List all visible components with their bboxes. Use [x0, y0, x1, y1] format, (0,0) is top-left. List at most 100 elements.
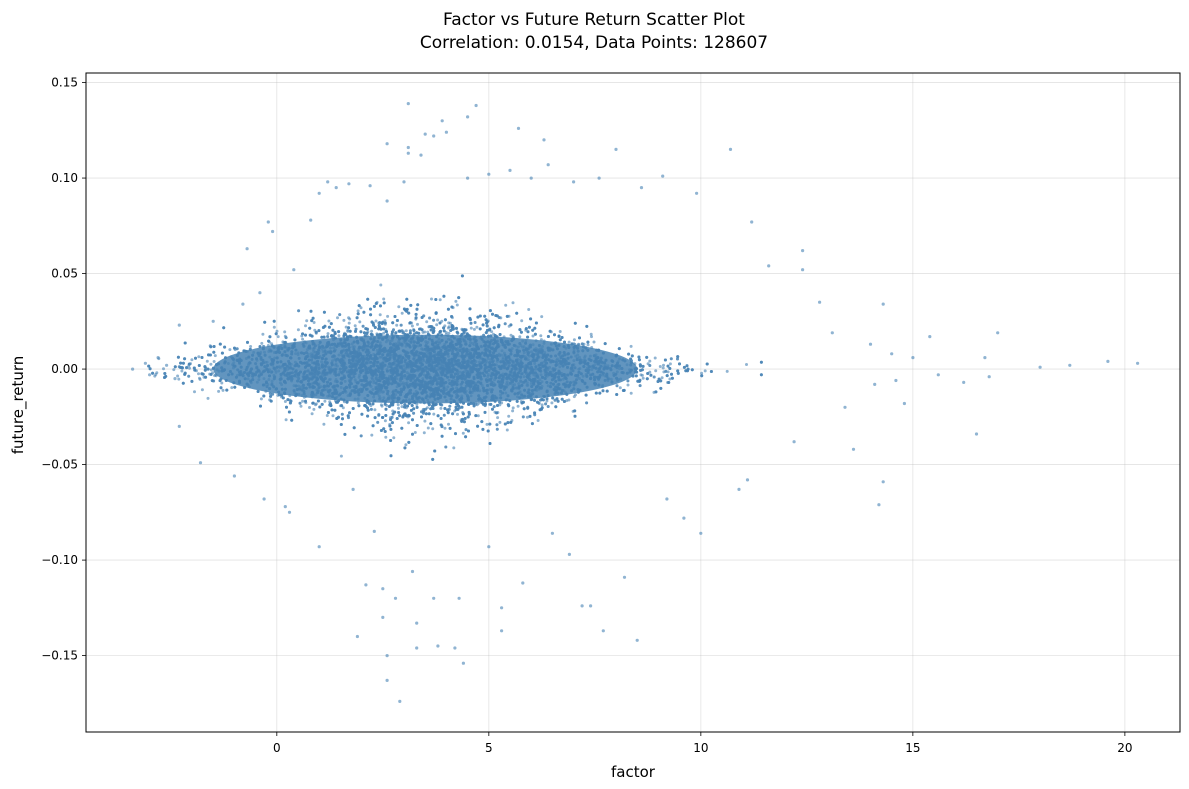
- scatter-point: [382, 297, 386, 301]
- scatter-point: [700, 371, 704, 375]
- scatter-point: [426, 426, 430, 430]
- scatter-point: [666, 370, 670, 374]
- scatter-point: [386, 314, 390, 318]
- scatter-point: [539, 334, 543, 338]
- scatter-point: [422, 431, 426, 435]
- scatter-point: [540, 403, 544, 407]
- scatter-point: [400, 405, 404, 409]
- scatter-point: [536, 419, 540, 422]
- scatter-point: [438, 298, 442, 302]
- scatter-point: [572, 395, 576, 399]
- scatter-point: [590, 335, 593, 339]
- scatter-point: [249, 345, 253, 348]
- scatter-point: [206, 396, 210, 400]
- scatter-point: [296, 328, 300, 332]
- scatter-point: [498, 420, 502, 424]
- scatter-point: [455, 303, 459, 307]
- scatter-point: [661, 366, 665, 370]
- chart-title-line2: Correlation: 0.0154, Data Points: 128607: [420, 33, 768, 53]
- scatter-point: [220, 381, 224, 385]
- scatter-point: [276, 335, 280, 339]
- scatter-point: [347, 316, 351, 320]
- scatter-point: [629, 391, 633, 395]
- scatter-point: [261, 332, 265, 336]
- scatter-point: [356, 309, 360, 313]
- scatter-point: [461, 431, 465, 435]
- scatter-point: [228, 348, 232, 352]
- scatter-point: [359, 306, 363, 310]
- scatter-point: [283, 330, 287, 334]
- scatter-point: [284, 418, 288, 422]
- scatter-point: [396, 403, 400, 407]
- scatter-point: [370, 433, 374, 437]
- scatter-point: [410, 324, 414, 328]
- scatter-point: [518, 335, 522, 339]
- scatter-point: [545, 399, 549, 403]
- scatter-point: [586, 343, 590, 347]
- scatter-point: [172, 368, 176, 372]
- scatter-point: [308, 406, 311, 409]
- scatter-points: [131, 102, 1140, 704]
- scatter-point: [589, 332, 593, 336]
- scatter-point: [162, 367, 165, 371]
- scatter-point: [436, 318, 440, 322]
- scatter-point: [505, 428, 509, 432]
- scatter-point: [259, 397, 263, 401]
- scatter-point: [374, 319, 378, 323]
- scatter-point: [511, 301, 515, 305]
- scatter-point: [312, 407, 316, 411]
- scatter-point: [511, 406, 515, 410]
- scatter-point: [322, 422, 326, 426]
- scatter-point: [660, 376, 664, 380]
- scatter-point: [190, 358, 194, 362]
- scatter-point: [197, 372, 200, 376]
- scatter-point: [447, 422, 450, 426]
- scatter-point: [496, 416, 500, 420]
- scatter-point: [504, 303, 508, 307]
- scatter-point: [447, 331, 451, 335]
- scatter-point: [323, 399, 327, 403]
- scatter-point: [435, 323, 439, 327]
- scatter-point: [212, 360, 216, 363]
- scatter-point: [299, 404, 303, 408]
- scatter-point: [448, 321, 452, 325]
- scatter-point: [430, 297, 433, 301]
- scatter-point: [370, 329, 374, 333]
- scatter-point: [475, 325, 479, 329]
- scatter-point: [153, 374, 157, 378]
- scatter-point: [640, 373, 644, 377]
- scatter-point: [379, 283, 383, 287]
- scatter-point: [346, 329, 350, 333]
- scatter-point: [477, 401, 481, 405]
- scatter-point: [336, 316, 339, 320]
- scatter-point: [209, 362, 213, 366]
- scatter-point: [197, 355, 201, 359]
- scatter-point: [567, 340, 571, 344]
- scatter-point: [400, 311, 404, 315]
- scatter-point: [188, 366, 191, 370]
- scatter-point: [565, 399, 569, 403]
- scatter-point: [413, 431, 417, 434]
- scatter-point: [283, 400, 287, 403]
- scatter-point: [629, 344, 633, 348]
- scatter-point: [358, 320, 362, 324]
- scatter-point: [384, 435, 388, 439]
- scatter-point: [198, 377, 202, 381]
- scatter-point: [325, 414, 329, 417]
- scatter-point: [205, 359, 209, 363]
- scatter-point: [511, 409, 515, 413]
- scatter-point: [347, 321, 351, 325]
- scatter-point: [550, 401, 554, 405]
- scatter-point: [200, 388, 204, 392]
- scatter-point: [527, 308, 531, 311]
- scatter-point: [725, 369, 729, 373]
- scatter-point: [399, 323, 403, 327]
- scatter-point: [516, 404, 520, 408]
- scatter-point: [415, 403, 419, 406]
- scatter-point: [592, 340, 596, 344]
- scatter-point: [520, 319, 524, 323]
- scatter-point: [193, 390, 196, 394]
- scatter-point: [498, 403, 502, 407]
